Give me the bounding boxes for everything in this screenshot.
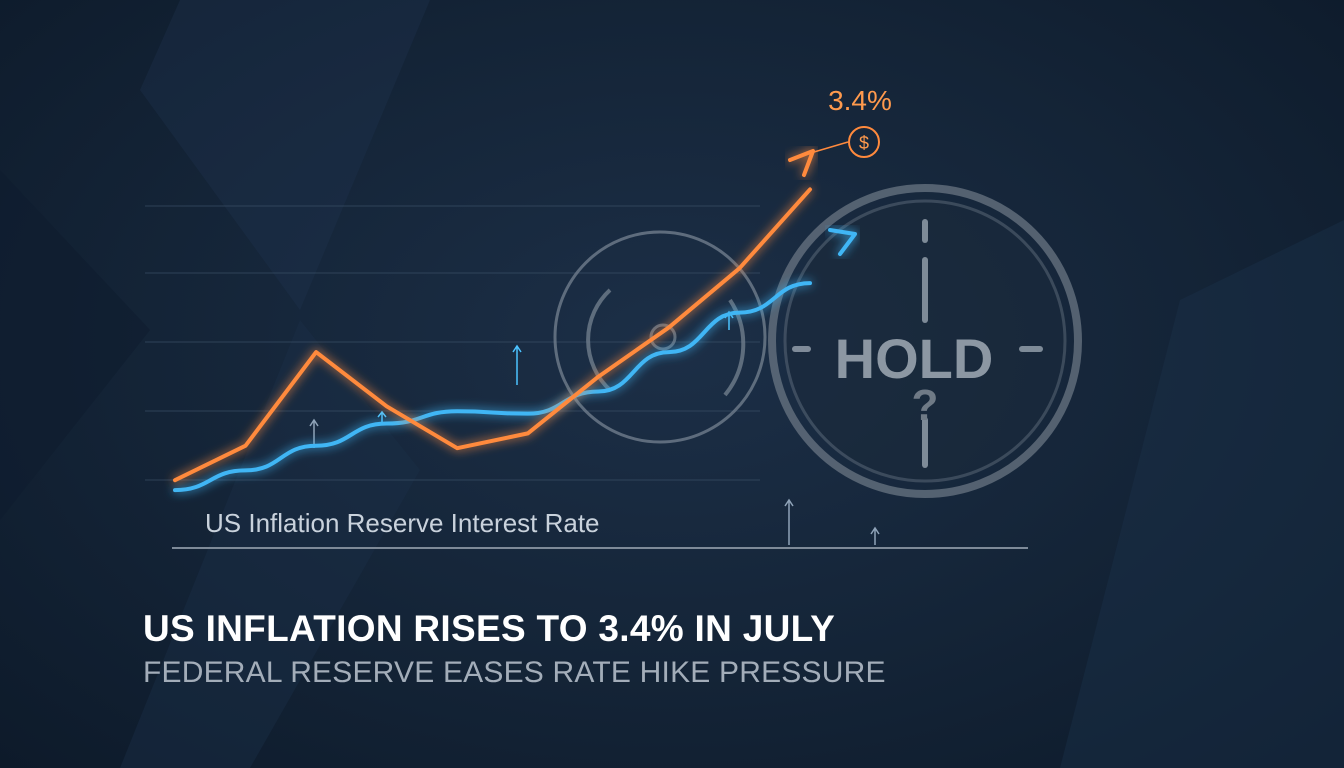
up-arrow-icon [309, 418, 319, 448]
inflation-line [173, 187, 812, 483]
up-arrow-icon [870, 526, 880, 545]
hold-question-mark: ? [912, 381, 939, 430]
subheadline: FEDERAL RESERVE EASES RATE HIKE PRESSURE [143, 656, 886, 689]
series-interest-rate [173, 281, 812, 493]
inflation-arrowhead [788, 149, 815, 177]
interest-rate-line [173, 281, 812, 493]
up-arrow-icon [512, 344, 522, 385]
headline: US INFLATION RISES TO 3.4% IN JULY [143, 608, 836, 649]
callout-value: 3.4% [828, 85, 892, 116]
dollar-icon: $ [848, 126, 880, 158]
callout-connector [813, 141, 849, 153]
interest-rate-arrowhead [828, 228, 857, 256]
hold-label: HOLD [835, 327, 994, 390]
gauge-ring-icon [553, 230, 767, 444]
legend-text: US Inflation Reserve Interest Rate [205, 508, 600, 538]
gridlines [145, 205, 760, 481]
hold-clock-icon: HOLD ? [768, 184, 1082, 498]
up-arrow-icon [784, 498, 794, 545]
series-inflation [173, 187, 812, 483]
dollar-symbol: $ [859, 133, 869, 153]
